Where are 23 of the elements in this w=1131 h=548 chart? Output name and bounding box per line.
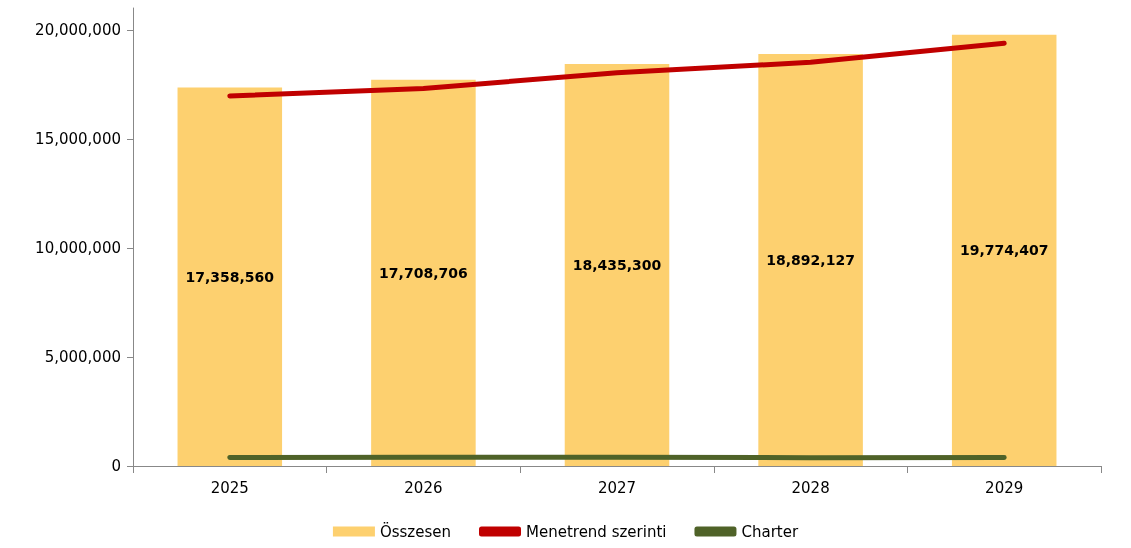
legend-label: Menetrend szerinti: [526, 522, 667, 541]
y-tick-label: 15,000,000: [35, 129, 121, 148]
bar: [758, 53, 863, 466]
y-tick-label: 10,000,000: [35, 238, 121, 257]
bar: [951, 34, 1057, 466]
y-tick-label: 5,000,000: [44, 347, 121, 366]
x-tick-label: 2025: [210, 478, 249, 497]
x-tick-label: 2026: [404, 478, 443, 497]
legend-label: Összesen: [379, 521, 452, 541]
x-tick-label: 2027: [597, 478, 637, 497]
legend-label: Charter: [741, 522, 799, 541]
x-tick-label: 2029: [985, 478, 1024, 497]
data-label: 19,774,407: [959, 242, 1049, 259]
data-label: 17,708,706: [379, 264, 468, 281]
y-tick-label: 20,000,000: [35, 20, 121, 39]
bar: [564, 63, 670, 466]
data-label: 18,435,300: [572, 256, 662, 273]
data-label: 17,358,560: [185, 268, 275, 285]
x-tick-label: 2028: [791, 478, 830, 497]
y-tick-label: 0: [111, 457, 121, 475]
bar: [371, 79, 476, 466]
bar: [177, 87, 283, 466]
data-label: 18,892,127: [766, 251, 855, 268]
